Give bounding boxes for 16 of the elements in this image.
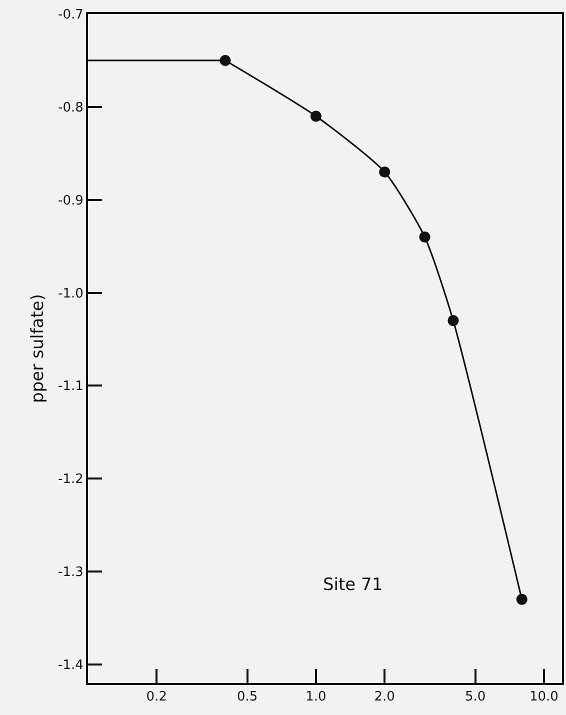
y-axis-title: pper sulfate) <box>28 294 48 403</box>
x-tick-label: 1.0 <box>306 690 326 705</box>
y-tick-label: -1.1 <box>58 379 84 394</box>
x-tick-label: 5.0 <box>464 690 486 705</box>
annotation: Site 71 <box>323 575 383 595</box>
x-tick-label: 0.2 <box>146 690 167 705</box>
x-tick-label: 10.0 <box>529 690 558 705</box>
x-tick-label: 0.5 <box>237 690 258 705</box>
x-tick-label: 2.0 <box>374 690 395 705</box>
y-tick-label: -1.0 <box>58 286 84 302</box>
y-tick-label: -1.2 <box>58 472 84 488</box>
y-tick-label: -1.3 <box>58 565 84 580</box>
y-tick-label: -1.4 <box>58 658 84 673</box>
y-tick-label: -0.7 <box>58 8 84 23</box>
y-tick-label: -0.8 <box>58 100 84 116</box>
y-tick-label: -0.9 <box>58 193 84 208</box>
